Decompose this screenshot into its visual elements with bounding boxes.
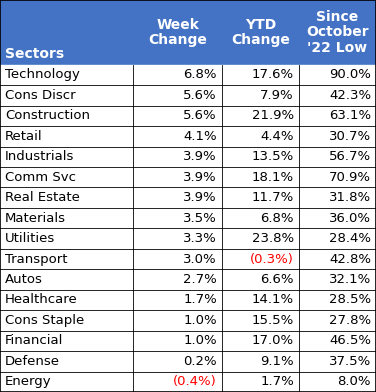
Text: 36.0%: 36.0%: [329, 212, 371, 225]
Text: YTD
Change: YTD Change: [231, 18, 290, 47]
Bar: [0, 147, 376, 167]
Text: 42.8%: 42.8%: [329, 252, 371, 265]
Bar: [0, 310, 376, 330]
Text: 5.6%: 5.6%: [183, 109, 217, 122]
Text: 13.5%: 13.5%: [252, 150, 294, 163]
Bar: [0, 330, 376, 351]
Text: 6.6%: 6.6%: [261, 273, 294, 286]
Text: 23.8%: 23.8%: [252, 232, 294, 245]
Text: 37.5%: 37.5%: [329, 355, 371, 368]
Text: 4.4%: 4.4%: [261, 130, 294, 143]
Text: Materials: Materials: [5, 212, 66, 225]
Text: Utilities: Utilities: [5, 232, 55, 245]
Text: 28.5%: 28.5%: [329, 294, 371, 307]
Bar: [0, 105, 376, 126]
Text: Cons Discr: Cons Discr: [5, 89, 76, 102]
Text: 14.1%: 14.1%: [252, 294, 294, 307]
Text: Retail: Retail: [5, 130, 42, 143]
Text: Since
October
'22 Low: Since October '22 Low: [306, 10, 369, 55]
Text: 3.0%: 3.0%: [183, 252, 217, 265]
Bar: [0, 229, 376, 249]
Text: Industrials: Industrials: [5, 150, 74, 163]
Text: 8.0%: 8.0%: [338, 375, 371, 388]
Bar: [0, 249, 376, 269]
Bar: [0, 269, 376, 290]
Text: 3.9%: 3.9%: [183, 150, 217, 163]
Text: 18.1%: 18.1%: [252, 171, 294, 184]
Text: Real Estate: Real Estate: [5, 191, 80, 204]
Text: Comm Svc: Comm Svc: [5, 171, 76, 184]
Bar: [0, 208, 376, 229]
Text: Construction: Construction: [5, 109, 90, 122]
Bar: [0, 290, 376, 310]
Text: Cons Staple: Cons Staple: [5, 314, 84, 327]
Bar: [0, 187, 376, 208]
Text: 3.9%: 3.9%: [183, 171, 217, 184]
Text: Transport: Transport: [5, 252, 68, 265]
Text: Autos: Autos: [5, 273, 43, 286]
Text: Energy: Energy: [5, 375, 52, 388]
Text: 1.7%: 1.7%: [183, 294, 217, 307]
Text: 27.8%: 27.8%: [329, 314, 371, 327]
Text: 1.0%: 1.0%: [183, 334, 217, 347]
Text: 2.7%: 2.7%: [183, 273, 217, 286]
Text: 42.3%: 42.3%: [329, 89, 371, 102]
Text: Financial: Financial: [5, 334, 64, 347]
Text: 46.5%: 46.5%: [329, 334, 371, 347]
Text: 17.6%: 17.6%: [252, 69, 294, 82]
Text: 90.0%: 90.0%: [329, 69, 371, 82]
Text: 7.9%: 7.9%: [260, 89, 294, 102]
Bar: [0, 0, 376, 65]
Bar: [0, 85, 376, 105]
Text: 17.0%: 17.0%: [252, 334, 294, 347]
Text: (0.4%): (0.4%): [173, 375, 217, 388]
Text: 70.9%: 70.9%: [329, 171, 371, 184]
Text: Healthcare: Healthcare: [5, 294, 78, 307]
Text: 9.1%: 9.1%: [260, 355, 294, 368]
Bar: [0, 167, 376, 187]
Bar: [0, 126, 376, 147]
Text: 0.2%: 0.2%: [183, 355, 217, 368]
Text: Sectors: Sectors: [5, 47, 64, 61]
Text: Technology: Technology: [5, 69, 80, 82]
Text: 32.1%: 32.1%: [329, 273, 371, 286]
Text: 15.5%: 15.5%: [252, 314, 294, 327]
Text: 56.7%: 56.7%: [329, 150, 371, 163]
Text: 4.1%: 4.1%: [183, 130, 217, 143]
Text: 6.8%: 6.8%: [261, 212, 294, 225]
Text: 6.8%: 6.8%: [183, 69, 217, 82]
Text: 30.7%: 30.7%: [329, 130, 371, 143]
Text: 3.5%: 3.5%: [183, 212, 217, 225]
Text: (0.3%): (0.3%): [250, 252, 294, 265]
Text: Week
Change: Week Change: [148, 18, 207, 47]
Text: 21.9%: 21.9%: [252, 109, 294, 122]
Text: Defense: Defense: [5, 355, 60, 368]
Bar: [0, 372, 376, 392]
Text: 1.0%: 1.0%: [183, 314, 217, 327]
Text: 3.9%: 3.9%: [183, 191, 217, 204]
Text: 28.4%: 28.4%: [329, 232, 371, 245]
Text: 5.6%: 5.6%: [183, 89, 217, 102]
Text: 3.3%: 3.3%: [183, 232, 217, 245]
Bar: [0, 65, 376, 85]
Text: 63.1%: 63.1%: [329, 109, 371, 122]
Text: 11.7%: 11.7%: [252, 191, 294, 204]
Text: 31.8%: 31.8%: [329, 191, 371, 204]
Text: 1.7%: 1.7%: [260, 375, 294, 388]
Bar: [0, 351, 376, 372]
